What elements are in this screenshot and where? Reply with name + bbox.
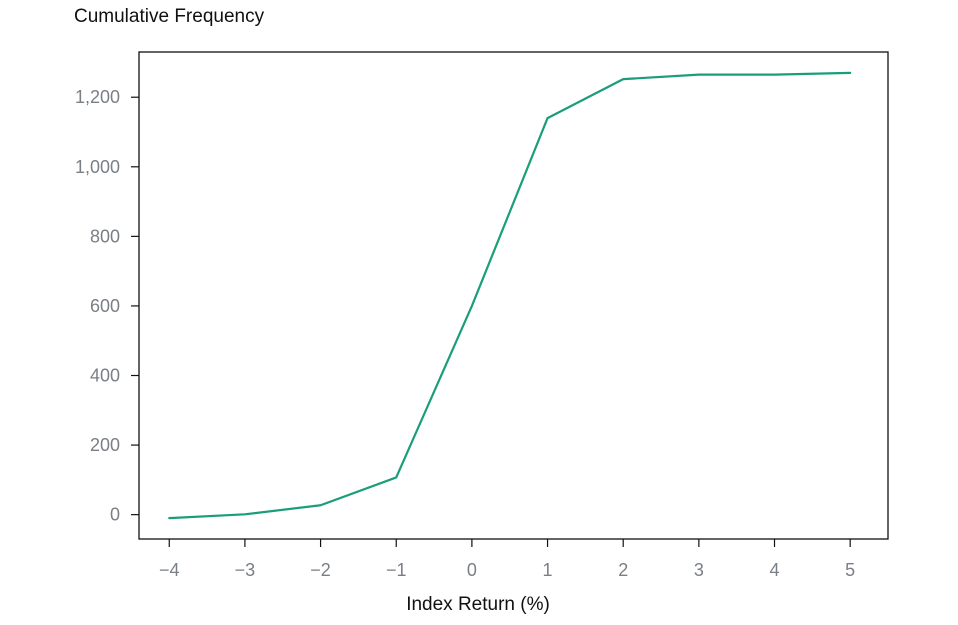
y-tick-label: 0 xyxy=(110,505,120,525)
x-tick-label: 2 xyxy=(618,560,628,580)
x-tick-label: 4 xyxy=(770,560,780,580)
x-axis-ticks: −4 −3 −2 −1 0 1 2 3 4 5 xyxy=(159,539,855,580)
plot-area-frame xyxy=(138,51,889,540)
y-tick-label: 200 xyxy=(90,435,120,455)
y-axis-label: Cumulative Frequency xyxy=(74,6,265,27)
y-axis-ticks: 0 200 400 600 800 1,000 1,200 xyxy=(75,87,139,525)
y-tick-label: 400 xyxy=(90,366,120,386)
x-tick-label: 1 xyxy=(543,560,553,580)
x-axis-label: Index Return (%) xyxy=(406,594,550,615)
series-line xyxy=(168,71,852,520)
series-layer xyxy=(168,71,852,520)
x-tick-label: −2 xyxy=(310,560,331,580)
x-tick-label: −3 xyxy=(235,560,256,580)
x-tick-label: −1 xyxy=(386,560,407,580)
x-tick-label: 0 xyxy=(467,560,477,580)
x-tick-label: 5 xyxy=(845,560,855,580)
y-tick-label: 1,200 xyxy=(75,87,120,107)
y-tick-label: 600 xyxy=(90,296,120,316)
y-tick-label: 800 xyxy=(90,226,120,246)
x-tick-label: −4 xyxy=(159,560,180,580)
y-tick-label: 1,000 xyxy=(75,157,120,177)
x-tick-label: 3 xyxy=(694,560,704,580)
